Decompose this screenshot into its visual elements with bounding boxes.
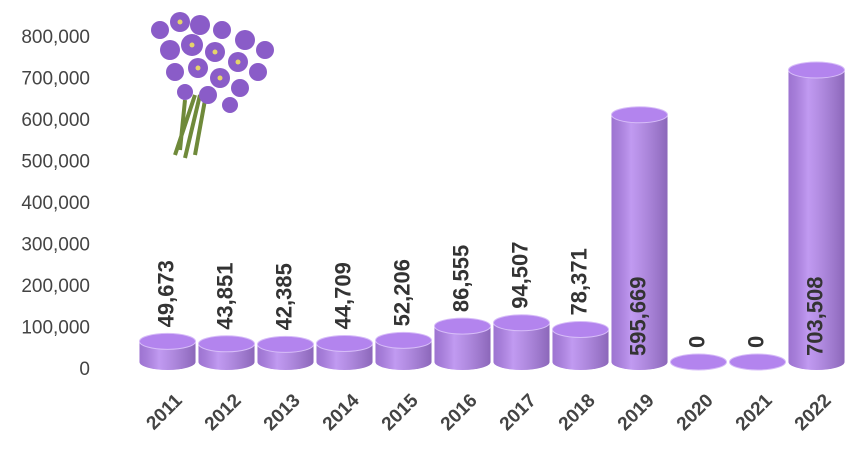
x-tick-label: 2011 bbox=[143, 390, 187, 434]
bar-top bbox=[492, 314, 551, 332]
bar-top bbox=[728, 353, 787, 371]
y-tick-label: 300,000 bbox=[21, 235, 90, 256]
data-label: 52,206 bbox=[389, 259, 414, 326]
data-label: 0 bbox=[684, 336, 709, 348]
x-tick-label: 2015 bbox=[378, 390, 423, 435]
x-tick-label: 2019 bbox=[614, 390, 659, 435]
bar-top bbox=[610, 106, 669, 124]
bar-top bbox=[138, 332, 197, 350]
bar-shade bbox=[552, 329, 609, 370]
data-label: 43,851 bbox=[212, 263, 237, 330]
x-tick-label: 2013 bbox=[260, 390, 305, 435]
data-label: 42,385 bbox=[271, 263, 296, 330]
bar-top bbox=[433, 317, 492, 335]
x-tick-label: 2014 bbox=[319, 390, 364, 435]
x-tick-label: 2022 bbox=[791, 390, 836, 435]
x-tick-label: 2020 bbox=[673, 390, 718, 435]
bar-top bbox=[374, 331, 433, 349]
bar-top bbox=[669, 353, 728, 371]
x-tick-label: 2012 bbox=[201, 390, 246, 435]
y-tick-label: 800,000 bbox=[21, 27, 90, 48]
y-tick-label: 600,000 bbox=[21, 110, 90, 131]
data-label: 44,709 bbox=[330, 262, 355, 329]
y-tick-label: 100,000 bbox=[21, 318, 90, 339]
y-tick-label: 500,000 bbox=[21, 152, 90, 173]
data-label: 94,507 bbox=[507, 241, 532, 308]
data-label: 49,673 bbox=[153, 260, 178, 327]
flower-image bbox=[151, 12, 274, 159]
bar-top bbox=[197, 335, 256, 353]
y-tick-label: 0 bbox=[79, 359, 90, 380]
x-tick-label: 2016 bbox=[437, 390, 482, 435]
bar-top bbox=[551, 320, 610, 338]
y-tick-label: 200,000 bbox=[21, 276, 90, 297]
y-tick-label: 700,000 bbox=[21, 69, 90, 90]
x-tick-label: 2021 bbox=[732, 390, 777, 435]
bar-shade bbox=[493, 322, 550, 370]
bar-top bbox=[256, 335, 315, 353]
data-label: 0 bbox=[743, 336, 768, 348]
y-tick-label: 400,000 bbox=[21, 193, 90, 214]
bar-top bbox=[787, 61, 846, 79]
bar-top bbox=[315, 334, 374, 352]
data-label: 86,555 bbox=[448, 245, 473, 312]
x-tick-label: 2017 bbox=[496, 390, 541, 435]
bar-shade bbox=[434, 326, 491, 370]
bar-shade bbox=[611, 114, 668, 370]
data-label: 595,669 bbox=[625, 276, 650, 356]
x-tick-label: 2018 bbox=[555, 390, 600, 435]
data-label: 703,508 bbox=[802, 276, 827, 356]
bar-shade bbox=[788, 70, 845, 370]
data-label: 78,371 bbox=[566, 248, 591, 315]
